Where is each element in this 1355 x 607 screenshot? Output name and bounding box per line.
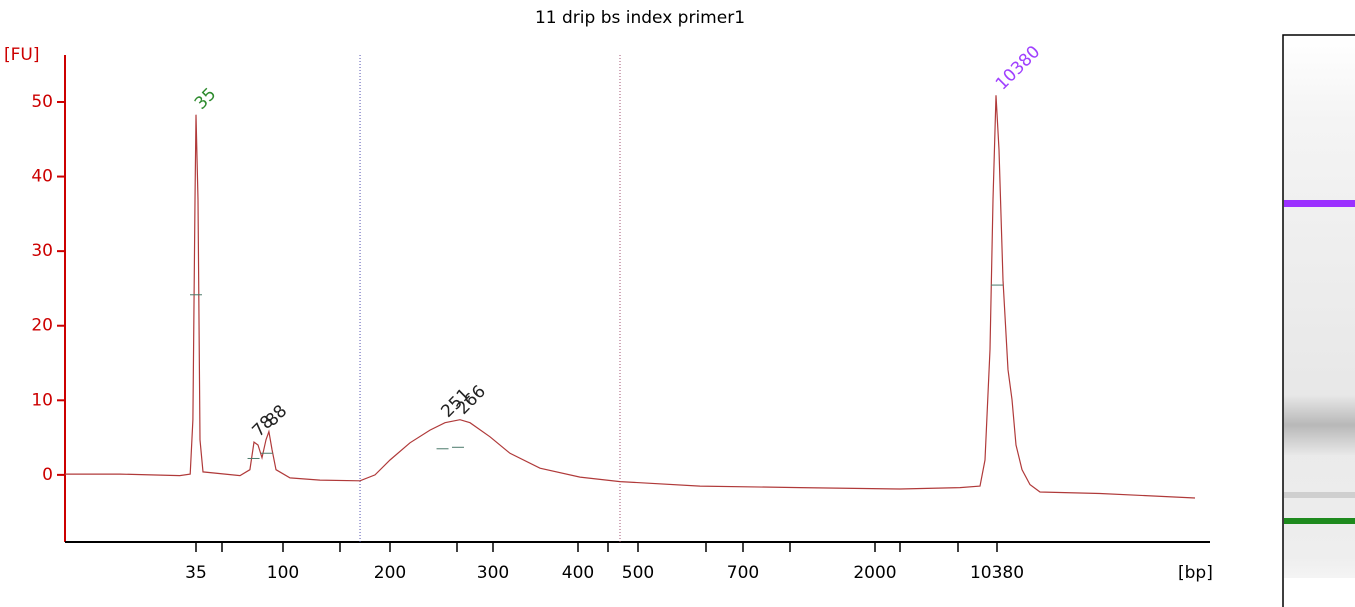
gel-lane (1282, 34, 1355, 607)
trace (65, 95, 1196, 499)
gel-band-lower (1284, 518, 1355, 524)
y-tick-label: 0 (42, 465, 53, 485)
x-tick-label: 10380 (970, 563, 1024, 583)
x-tick-label: 2000 (853, 563, 896, 583)
peak-label: 35 (191, 84, 220, 113)
x-tick-label: 200 (374, 563, 406, 583)
y-tick-label: 40 (31, 167, 53, 187)
y-tick-label: 20 (31, 316, 53, 336)
gel-smear (1284, 395, 1355, 455)
y-axis-label: [FU] (4, 45, 40, 65)
x-tick-label: 35 (185, 563, 207, 583)
x-tick-label: 700 (727, 563, 759, 583)
peak-label: 10380 (992, 42, 1044, 94)
chart-title: 11 drip bs index primer1 (535, 8, 745, 28)
y-tick-label: 10 (31, 390, 53, 410)
gel-band-faint (1284, 492, 1355, 498)
gel-bottom (1284, 578, 1355, 607)
gel-frame (1282, 34, 1355, 607)
x-tick-label: 500 (622, 563, 654, 583)
y-tick-label: 50 (31, 92, 53, 112)
x-axis-label: [bp] (1178, 563, 1213, 583)
y-tick-label: 30 (31, 241, 53, 261)
x-tick-label: 300 (477, 563, 509, 583)
gel-band-upper (1284, 200, 1355, 207)
x-tick-label: 100 (267, 563, 299, 583)
x-tick-label: 400 (562, 563, 594, 583)
